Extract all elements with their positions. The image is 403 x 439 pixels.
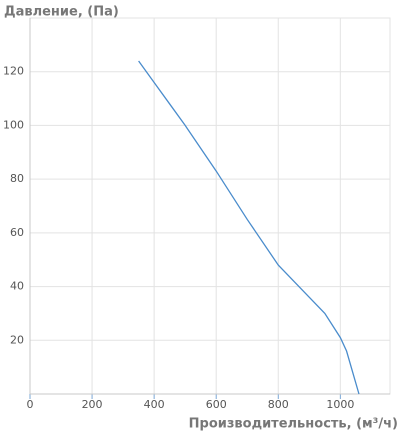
y-tick-label: 100 [3, 118, 24, 131]
x-axis-title: Производительность, (м³/ч) [189, 417, 398, 432]
y-tick-label: 20 [10, 333, 24, 346]
y-tick-label: 60 [10, 226, 24, 239]
y-tick-label: 120 [3, 65, 24, 78]
plot-frame [29, 17, 391, 395]
x-tick-label: 200 [82, 398, 103, 411]
x-tick-label: 400 [144, 398, 165, 411]
x-tick-label: 1000 [326, 398, 354, 411]
x-tick-label: 600 [206, 398, 227, 411]
y-tick-label: 40 [10, 280, 24, 293]
data-line [138, 60, 360, 395]
y-axis-title: Давление, (Па) [4, 5, 119, 20]
x-tick-label: 0 [27, 398, 34, 411]
y-tick-label: 80 [10, 172, 24, 185]
x-tick-label: 800 [268, 398, 289, 411]
